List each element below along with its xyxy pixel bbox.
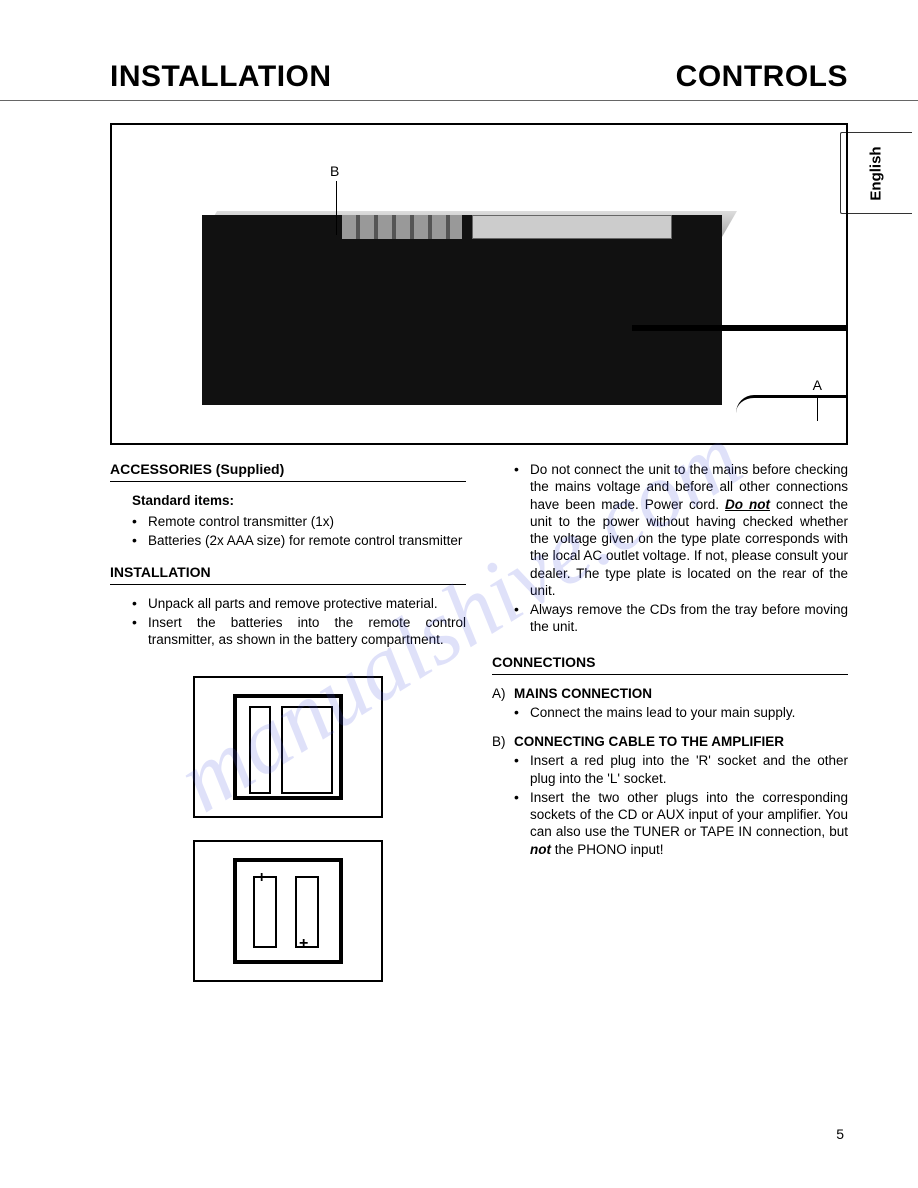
language-label: English xyxy=(868,146,885,200)
device-body xyxy=(202,215,722,405)
connections-heading: CONNECTIONS xyxy=(492,654,848,675)
connection-a-title: MAINS CONNECTION xyxy=(514,686,652,701)
connection-b-item: Insert a red plug into the 'R' socket an… xyxy=(514,752,848,787)
letter-b: B) xyxy=(492,733,514,750)
warning-item: Always remove the CDs from the tray befo… xyxy=(514,601,848,636)
device-vents xyxy=(342,215,462,239)
standard-items-label: Standard items: xyxy=(132,492,466,509)
product-figure: B A xyxy=(110,123,848,445)
warning-emphasis: Do not xyxy=(725,497,770,512)
conn-b-last-post: the PHONO input! xyxy=(551,842,664,857)
remote-figure: + + xyxy=(193,676,383,982)
heading-installation: INSTALLATION xyxy=(110,60,332,94)
installation-item: Insert the batteries into the remote con… xyxy=(132,614,466,649)
remote-box-open xyxy=(193,676,383,818)
leader-line-a xyxy=(817,395,818,421)
conn-b-last-em: not xyxy=(530,842,551,857)
connection-a-row: A)MAINS CONNECTION xyxy=(492,685,848,702)
language-tab: English xyxy=(840,132,912,214)
accessory-item: Remote control transmitter (1x) xyxy=(132,513,466,530)
leader-line-b xyxy=(336,181,337,235)
letter-a: A) xyxy=(492,685,514,702)
connection-b-item: Insert the two other plugs into the corr… xyxy=(514,789,848,858)
page-number: 5 xyxy=(836,1126,844,1142)
cable xyxy=(632,325,848,331)
connection-a-item: Connect the mains lead to your main supp… xyxy=(514,704,848,721)
remote-box-batteries: + + xyxy=(193,840,383,982)
installation-heading: INSTALLATION xyxy=(110,564,466,585)
figure-label-a: A xyxy=(813,377,822,393)
installation-item: Unpack all parts and remove protective m… xyxy=(132,595,466,612)
left-column: ACCESSORIES (Supplied) Standard items: R… xyxy=(110,461,466,1004)
connection-b-row: B)CONNECTING CABLE TO THE AMPLIFIER xyxy=(492,733,848,750)
device-tray xyxy=(472,215,672,239)
accessory-item: Batteries (2x AAA size) for remote contr… xyxy=(132,532,466,549)
divider-top xyxy=(0,100,918,101)
cable-a xyxy=(736,395,848,413)
figure-label-b: B xyxy=(330,163,339,179)
accessories-heading: ACCESSORIES (Supplied) xyxy=(110,461,466,482)
right-column: Do not connect the unit to the mains bef… xyxy=(492,461,848,1004)
connection-b-title: CONNECTING CABLE TO THE AMPLIFIER xyxy=(514,734,784,749)
heading-controls: CONTROLS xyxy=(676,60,848,94)
warning-item: Do not connect the unit to the mains bef… xyxy=(514,461,848,599)
conn-b-last-pre: Insert the two other plugs into the corr… xyxy=(530,790,848,840)
